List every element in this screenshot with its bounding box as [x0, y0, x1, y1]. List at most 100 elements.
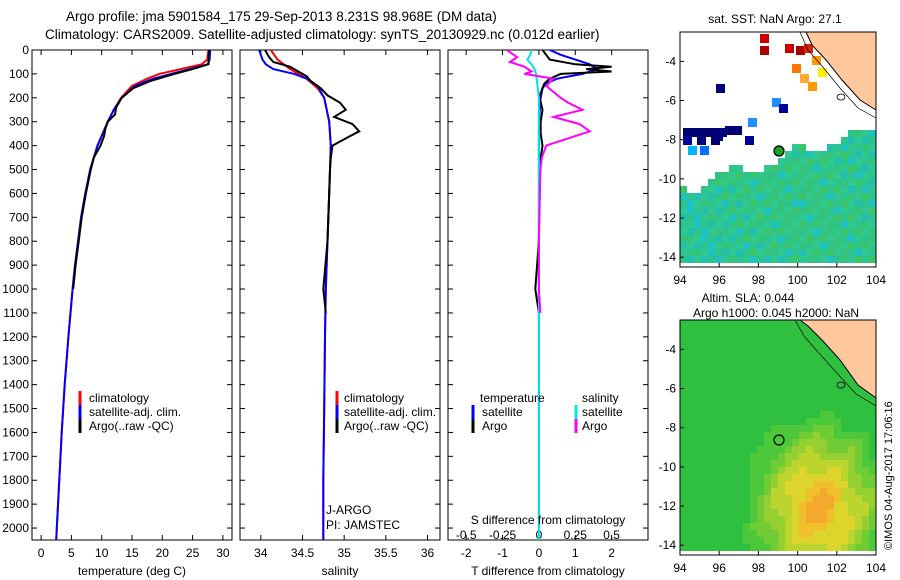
sst-cell [722, 186, 729, 193]
sla-cell [771, 495, 778, 502]
sla-cell [687, 362, 694, 369]
sla-cell [687, 418, 694, 425]
sla-cell [687, 516, 694, 523]
x-tick-label: 10 [95, 546, 109, 560]
temperature-xlabel: temperature (deg C) [78, 564, 186, 578]
sla-cell [680, 425, 687, 432]
sla-cell [729, 523, 736, 530]
sla-cell [855, 411, 862, 418]
sla-cell [827, 425, 834, 432]
sla-cell [701, 397, 708, 404]
sla-cell [827, 411, 834, 418]
sla-cell [750, 502, 757, 509]
sla-cell [799, 355, 806, 362]
sla-cell [722, 425, 729, 432]
sla-cell [862, 488, 869, 495]
x-tick-label: 15 [125, 546, 139, 560]
sla-cell [708, 523, 715, 530]
sla-cell [722, 453, 729, 460]
sla-cell [715, 418, 722, 425]
sst-cell [869, 172, 876, 179]
sst-cell [792, 221, 799, 228]
sla-cell [680, 523, 687, 530]
sla-cell [736, 509, 743, 516]
sst-cell [841, 179, 848, 186]
sst-cell [715, 221, 722, 228]
sla-cell [813, 439, 820, 446]
sla-cell [687, 341, 694, 348]
sst-cell [855, 151, 862, 158]
sla-cell [764, 404, 771, 411]
sla-cell [855, 495, 862, 502]
sst-cell [680, 207, 687, 214]
sla-cell [813, 523, 820, 530]
sla-cell [729, 474, 736, 481]
sla-cell [855, 418, 862, 425]
sla-cell [771, 355, 778, 362]
sla-map-subtitle: Argo h1000: 0.045 h2000: NaN [693, 306, 859, 320]
sla-cell [764, 334, 771, 341]
sst-cell [743, 200, 750, 207]
sla-cell [701, 530, 708, 537]
sla-cell [743, 544, 750, 551]
sla-cell [757, 432, 764, 439]
sla-cell [820, 502, 827, 509]
sla-cell [869, 544, 876, 551]
sla-cell [722, 418, 729, 425]
sla-cell [715, 369, 722, 376]
sla-cell [701, 502, 708, 509]
sla-cell [771, 348, 778, 355]
sla-cell [708, 509, 715, 516]
sla-cell [799, 530, 806, 537]
sla-map-panel: Altim. SLA: 0.044 Argo h1000: 0.045 h200… [659, 291, 887, 575]
sla-cell [750, 523, 757, 530]
sla-cell [799, 348, 806, 355]
sla-cell [813, 481, 820, 488]
depth-tick-label: 1200 [2, 330, 29, 344]
sla-cell [841, 404, 848, 411]
legend-salinity-title: salinity [582, 391, 619, 405]
sla-cell [806, 369, 813, 376]
sla-cell [687, 383, 694, 390]
sst-cell [848, 165, 855, 172]
sla-cell [701, 411, 708, 418]
sla-cell [708, 467, 715, 474]
sla-cell [708, 425, 715, 432]
sst-cell [743, 207, 750, 214]
sla-cell [820, 481, 827, 488]
x-tick-label: 34.5 [291, 546, 315, 560]
sst-cell [806, 249, 813, 256]
sla-cell [729, 467, 736, 474]
sst-lat-ticks: -4 -6 -8 -10 -12 -14 [659, 54, 684, 264]
sst-cell [834, 151, 841, 158]
sla-cell [764, 376, 771, 383]
sst-cell [708, 228, 715, 235]
sla-cell [729, 530, 736, 537]
sla-cell [694, 453, 701, 460]
sla-cell [722, 327, 729, 334]
sla-cell [687, 439, 694, 446]
sst-cell [771, 242, 778, 249]
sst-cell [736, 235, 743, 242]
sla-cell [834, 390, 841, 397]
sla-cell [834, 432, 841, 439]
sla-cell [680, 509, 687, 516]
sst-cell [841, 158, 848, 165]
sla-cell [841, 488, 848, 495]
sla-cell [708, 439, 715, 446]
sst-cell [736, 193, 743, 200]
sst-cell [708, 179, 715, 186]
sla-cell [757, 425, 764, 432]
sla-cell [806, 467, 813, 474]
sst-cell [813, 242, 820, 249]
sla-cell [743, 453, 750, 460]
sla-cell [757, 516, 764, 523]
sla-cell [736, 404, 743, 411]
depth-tick-label: 1400 [2, 378, 29, 392]
sst-cell [683, 128, 692, 137]
sla-cell [792, 495, 799, 502]
sst-cell [764, 165, 771, 172]
sst-cell [785, 256, 792, 263]
sla-cell [708, 355, 715, 362]
sst-cell [841, 207, 848, 214]
